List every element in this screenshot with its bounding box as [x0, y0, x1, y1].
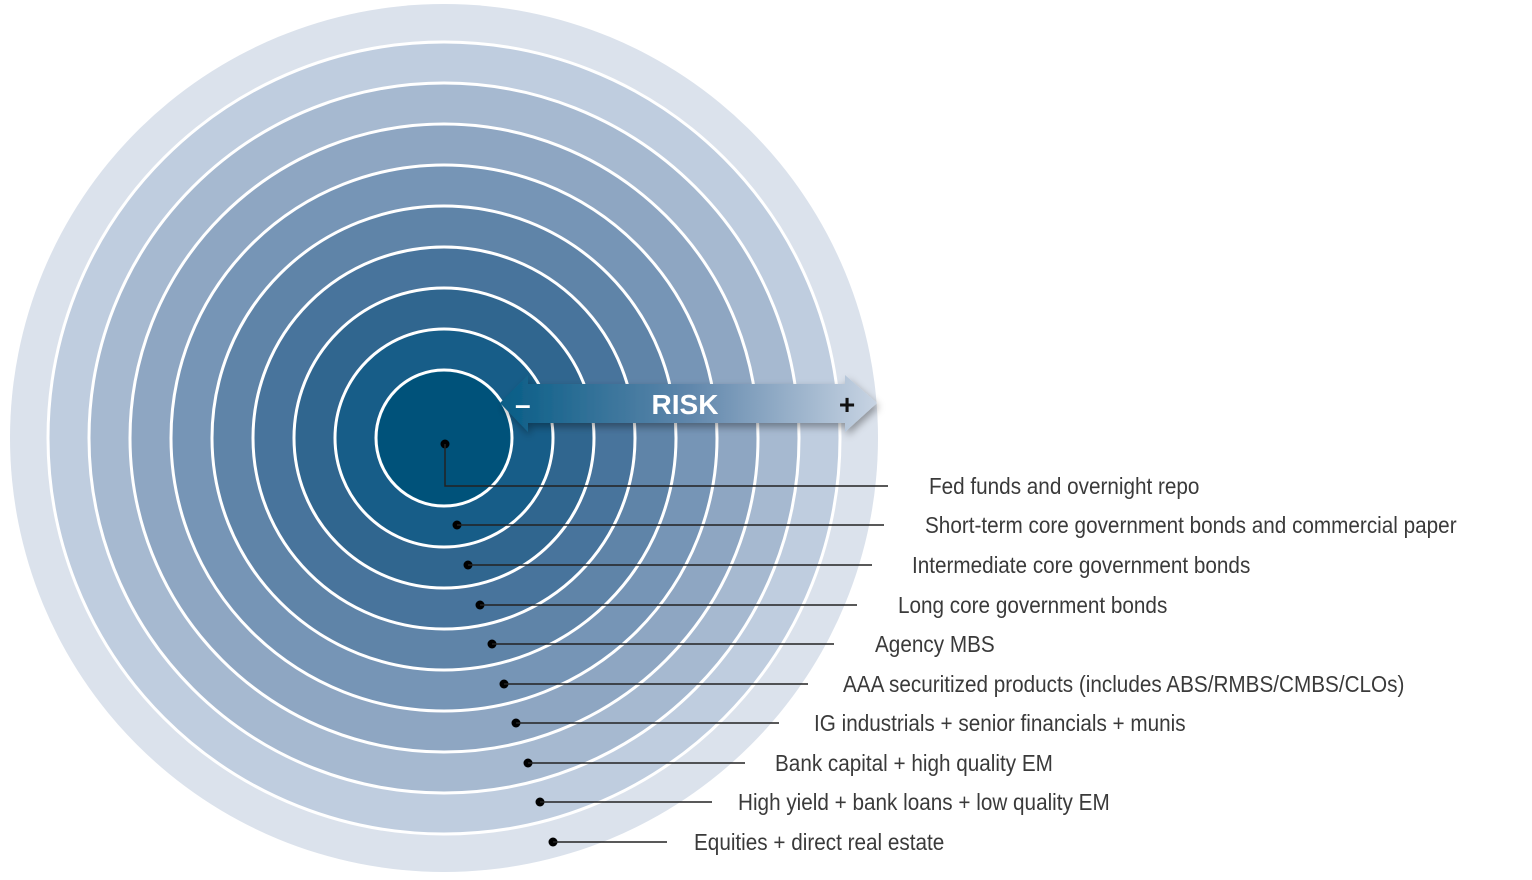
risk-minus-sign: – — [515, 389, 531, 420]
callout-label: High yield + bank loans + low quality EM — [738, 789, 1110, 815]
callout-label: AAA securitized products (includes ABS/R… — [843, 671, 1404, 697]
callout-label: Bank capital + high quality EM — [775, 750, 1053, 776]
callout-line — [444, 444, 888, 487]
callout-9: High yield + bank loans + low quality EM — [535, 789, 1110, 815]
callout-label: Long core government bonds — [898, 592, 1167, 618]
callout-label: IG industrials + senior financials + mun… — [814, 710, 1186, 736]
callout-label: Fed funds and overnight repo — [929, 473, 1199, 499]
concentric-rings — [10, 4, 878, 872]
ring-core — [378, 372, 510, 504]
callout-3: Intermediate core government bonds — [463, 552, 1250, 578]
callout-label: Equities + direct real estate — [694, 829, 944, 855]
callout-1: Fed funds and overnight repo — [440, 439, 1199, 499]
callout-6: AAA securitized products (includes ABS/R… — [499, 671, 1404, 697]
callout-4: Long core government bonds — [475, 592, 1167, 618]
callout-10: Equities + direct real estate — [548, 829, 944, 855]
risk-arrow — [500, 375, 877, 432]
risk-label: RISK — [652, 389, 719, 420]
callout-2: Short-term core government bonds and com… — [452, 512, 1457, 538]
callout-label: Agency MBS — [875, 631, 995, 657]
callout-label: Short-term core government bonds and com… — [925, 512, 1457, 538]
callouts: Fed funds and overnight repo Short-term c… — [440, 439, 1457, 855]
callout-7: IG industrials + senior financials + mun… — [511, 710, 1186, 736]
callout-8: Bank capital + high quality EM — [523, 750, 1053, 776]
callout-5: Agency MBS — [487, 631, 995, 657]
risk-plus-sign: + — [839, 389, 855, 420]
callout-label: Intermediate core government bonds — [912, 552, 1250, 578]
